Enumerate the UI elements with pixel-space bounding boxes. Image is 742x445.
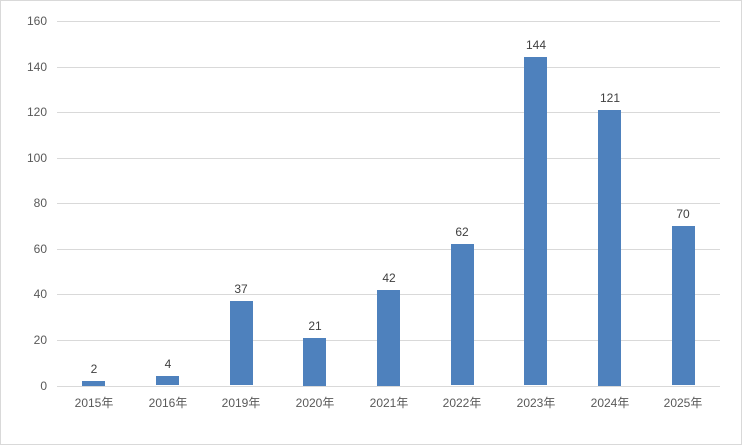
y-axis-tick-label: 0 <box>40 379 47 393</box>
data-label: 42 <box>382 271 396 285</box>
x-axis-line <box>57 385 720 387</box>
y-axis-tick-label: 120 <box>26 105 47 119</box>
bar-2022年[interactable] <box>451 244 474 385</box>
x-axis-category-label: 2015年 <box>74 396 114 410</box>
data-label: 144 <box>525 38 547 52</box>
y-gridline <box>57 111 720 113</box>
bar-2015年[interactable] <box>82 381 105 386</box>
x-axis-category-label: 2019年 <box>221 396 261 410</box>
y-axis-tick-label: 60 <box>33 242 47 256</box>
y-axis-tick-label: 140 <box>26 60 47 74</box>
x-axis-category-label: 2022年 <box>442 396 482 410</box>
data-label: 121 <box>599 91 621 105</box>
x-axis-category-label: 2020年 <box>295 396 335 410</box>
y-axis-tick-label: 40 <box>33 287 47 301</box>
y-gridline <box>57 20 720 22</box>
data-label: 37 <box>234 282 248 296</box>
data-label: 4 <box>164 357 172 371</box>
bar-2024年[interactable] <box>598 110 621 386</box>
bar-2021年[interactable] <box>377 290 400 386</box>
bar-2023年[interactable] <box>524 57 547 385</box>
y-axis-tick-label: 100 <box>26 151 47 165</box>
y-gridline <box>57 66 720 68</box>
data-label: 70 <box>676 207 690 221</box>
data-label: 62 <box>455 225 469 239</box>
bar-2016年[interactable] <box>156 376 179 385</box>
y-gridline <box>57 157 720 159</box>
y-gridline <box>57 202 720 204</box>
x-axis-category-label: 2025年 <box>663 396 703 410</box>
x-axis-category-label: 2024年 <box>590 396 630 410</box>
x-axis-category-label: 2023年 <box>516 396 556 410</box>
x-axis-category-label: 2016年 <box>148 396 188 410</box>
data-label: 2 <box>90 362 98 376</box>
y-axis-tick-label: 80 <box>33 196 47 210</box>
bar-2019年[interactable] <box>230 301 253 385</box>
data-label: 21 <box>308 319 322 333</box>
y-axis-tick-label: 20 <box>33 333 47 347</box>
y-axis-tick-label: 160 <box>26 14 47 28</box>
x-axis-category-label: 2021年 <box>369 396 409 410</box>
bar-2020年[interactable] <box>303 338 326 386</box>
bar-2025年[interactable] <box>672 226 695 385</box>
y-gridline <box>57 248 720 250</box>
